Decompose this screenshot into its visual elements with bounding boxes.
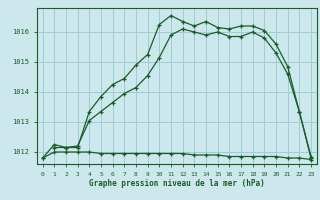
X-axis label: Graphe pression niveau de la mer (hPa): Graphe pression niveau de la mer (hPa) <box>89 179 265 188</box>
